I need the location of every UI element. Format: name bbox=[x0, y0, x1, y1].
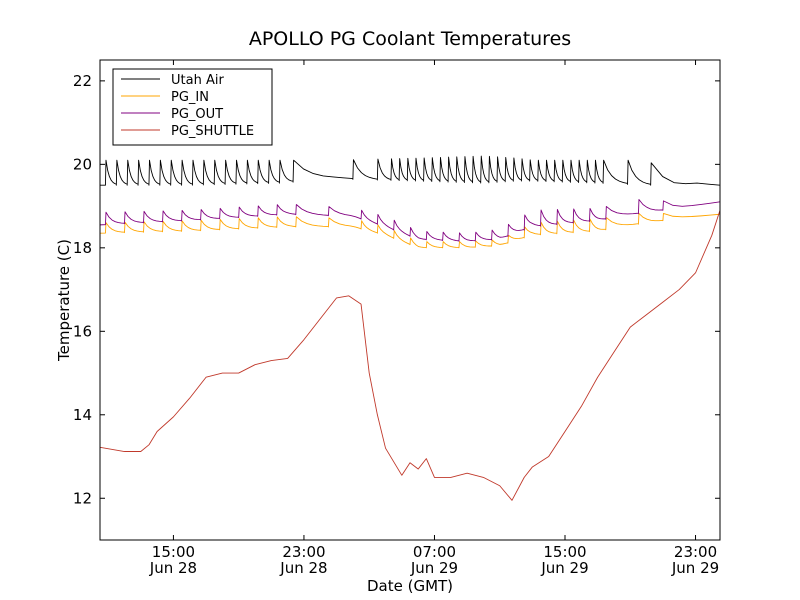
y-tick-label: 18 bbox=[73, 239, 92, 257]
x-tick-label-date: Jun 28 bbox=[149, 559, 197, 577]
y-tick-label: 16 bbox=[73, 322, 92, 340]
x-tick-label-date: Jun 29 bbox=[540, 559, 588, 577]
legend-label-pg-shuttle: PG_SHUTTLE bbox=[171, 124, 254, 139]
legend: Utah Air PG_IN PG_OUT PG_SHUTTLE bbox=[112, 68, 273, 146]
y-tick-label: 20 bbox=[73, 155, 92, 173]
series-line-pg-out bbox=[100, 199, 720, 242]
x-tick-label-time: 15:00 bbox=[543, 543, 586, 561]
legend-label-utah-air: Utah Air bbox=[171, 73, 224, 88]
x-tick-label-time: 23:00 bbox=[674, 543, 717, 561]
y-axis-label: Temperature (C) bbox=[55, 239, 73, 362]
x-tick-label-time: 23:00 bbox=[282, 543, 325, 561]
x-tick-label-date: Jun 29 bbox=[671, 559, 719, 577]
series-line-pg-shuttle bbox=[100, 210, 720, 501]
y-tick-label: 12 bbox=[73, 489, 92, 507]
legend-box bbox=[112, 68, 273, 146]
x-tick-label-date: Jun 28 bbox=[279, 559, 327, 577]
chart-title: APOLLO PG Coolant Temperatures bbox=[249, 28, 571, 50]
legend-label-pg-in: PG_IN bbox=[171, 90, 209, 105]
x-axis-label: Date (GMT) bbox=[367, 577, 453, 595]
y-tick-label: 14 bbox=[73, 406, 92, 424]
y-tick-label: 22 bbox=[73, 72, 92, 90]
x-tick-label-time: 15:00 bbox=[152, 543, 195, 561]
y-axis: 12 14 16 18 20 22 bbox=[73, 72, 720, 507]
axes-layer bbox=[99, 59, 721, 541]
x-tick-label-date: Jun 29 bbox=[410, 559, 458, 577]
x-tick-label-time: 07:00 bbox=[413, 543, 456, 561]
series-line-utah-air bbox=[100, 155, 720, 186]
series-line-pg-in bbox=[100, 212, 720, 249]
series-layer bbox=[100, 155, 720, 501]
plot-area-frame bbox=[99, 59, 721, 541]
legend-label-pg-out: PG_OUT bbox=[171, 107, 223, 122]
